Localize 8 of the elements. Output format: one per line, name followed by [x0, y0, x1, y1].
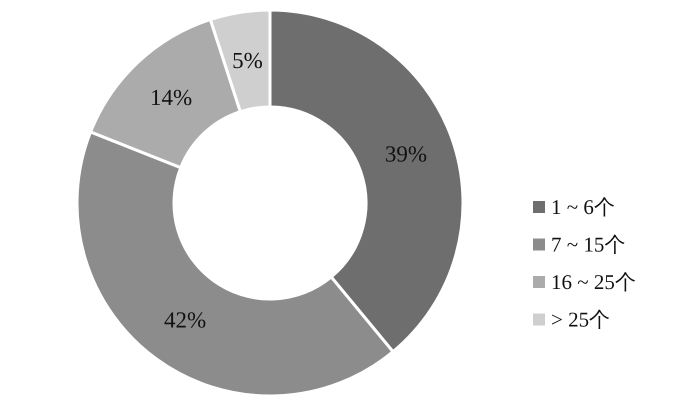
data-label: 14% — [150, 85, 192, 110]
legend-label: 1 ~ 6个 — [551, 195, 615, 219]
legend-label: 16 ~ 25个 — [551, 270, 636, 294]
legend-label: > 25个 — [551, 308, 610, 332]
data-label: 39% — [384, 142, 428, 167]
legend-label: 7 ~ 15个 — [551, 232, 626, 256]
data-label: 42% — [164, 307, 206, 332]
data-label: 5% — [232, 48, 263, 73]
